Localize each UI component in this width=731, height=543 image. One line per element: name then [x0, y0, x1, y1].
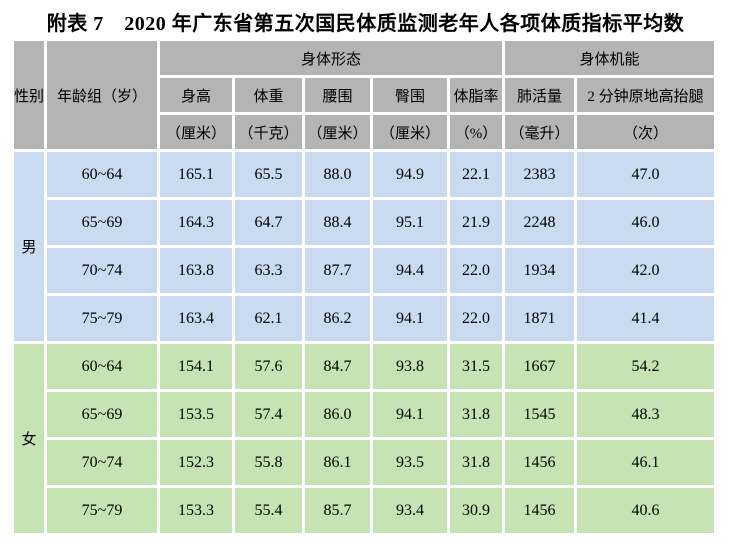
table-body: 男 60~64 165.1 65.5 88.0 94.9 22.1 2383 4… — [14, 152, 715, 533]
value-cell: 1934 — [505, 248, 575, 293]
value-cell: 152.3 — [160, 440, 232, 485]
table-row: 65~69 164.3 64.7 88.4 95.1 21.9 2248 46.… — [14, 200, 715, 245]
value-cell: 2383 — [505, 152, 575, 197]
value-cell: 94.9 — [373, 152, 447, 197]
value-cell: 153.3 — [160, 488, 232, 533]
value-cell: 88.0 — [305, 152, 370, 197]
age-cell: 65~69 — [47, 392, 157, 437]
header-gender: 性别 — [14, 41, 44, 149]
value-cell: 154.1 — [160, 344, 232, 389]
value-cell: 86.0 — [305, 392, 370, 437]
value-cell: 1871 — [505, 296, 575, 341]
age-cell: 65~69 — [47, 200, 157, 245]
value-cell: 40.6 — [577, 488, 715, 533]
unit-knee-raise: （次） — [577, 115, 715, 149]
value-cell: 1456 — [505, 488, 575, 533]
unit-hip: （厘米） — [373, 115, 447, 149]
age-cell: 70~74 — [47, 440, 157, 485]
table-header: 性别 年龄组（岁） 身体形态 身体机能 身高 体重 腰围 臀围 体脂率 肺活量 … — [14, 41, 715, 149]
header-body-shape: 身体形态 — [160, 41, 503, 75]
value-cell: 94.1 — [373, 296, 447, 341]
table-title: 附表 7 2020 年广东省第五次国民体质监测老年人各项体质指标平均数 — [46, 13, 685, 35]
value-cell: 65.5 — [235, 152, 302, 197]
value-cell: 94.4 — [373, 248, 447, 293]
table-row: 75~79 163.4 62.1 86.2 94.1 22.0 1871 41.… — [14, 296, 715, 341]
value-cell: 22.0 — [450, 248, 503, 293]
value-cell: 164.3 — [160, 200, 232, 245]
value-cell: 163.8 — [160, 248, 232, 293]
value-cell: 21.9 — [450, 200, 503, 245]
value-cell: 22.0 — [450, 296, 503, 341]
table-row: 70~74 163.8 63.3 87.7 94.4 22.0 1934 42.… — [14, 248, 715, 293]
value-cell: 1456 — [505, 440, 575, 485]
value-cell: 163.4 — [160, 296, 232, 341]
value-cell: 55.8 — [235, 440, 302, 485]
value-cell: 64.7 — [235, 200, 302, 245]
header-age-group: 年龄组（岁） — [47, 41, 157, 149]
value-cell: 57.6 — [235, 344, 302, 389]
value-cell: 1545 — [505, 392, 575, 437]
header-waist: 腰围 — [305, 78, 370, 112]
value-cell: 30.9 — [450, 488, 503, 533]
value-cell: 93.8 — [373, 344, 447, 389]
unit-height: （厘米） — [160, 115, 232, 149]
value-cell: 88.4 — [305, 200, 370, 245]
value-cell: 165.1 — [160, 152, 232, 197]
header-height: 身高 — [160, 78, 232, 112]
gender-female-cell: 女 — [14, 344, 44, 533]
table-row: 女 60~64 154.1 57.6 84.7 93.8 31.5 1667 5… — [14, 344, 715, 533]
unit-waist: （厘米） — [305, 115, 370, 149]
header-row-units: （厘米） （千克） （厘米） （厘米） （%） （毫升） （次） — [14, 115, 715, 149]
value-cell: 87.7 — [305, 248, 370, 293]
gender-male-cell: 男 — [14, 152, 44, 341]
unit-weight: （千克） — [235, 115, 302, 149]
value-cell: 2248 — [505, 200, 575, 245]
age-cell: 70~74 — [47, 248, 157, 293]
value-cell: 46.1 — [577, 440, 715, 485]
header-knee-raise: 2 分钟原地高抬腿 — [577, 78, 715, 112]
value-cell: 47.0 — [577, 152, 715, 197]
header-weight: 体重 — [235, 78, 302, 112]
value-cell: 54.2 — [577, 344, 715, 389]
value-cell: 86.1 — [305, 440, 370, 485]
fitness-stats-table: 性别 年龄组（岁） 身体形态 身体机能 身高 体重 腰围 臀围 体脂率 肺活量 … — [11, 38, 717, 536]
unit-body-fat: （%） — [450, 115, 503, 149]
table-row: 65~69 153.5 57.4 86.0 94.1 31.8 1545 48.… — [14, 392, 715, 437]
value-cell: 85.7 — [305, 488, 370, 533]
value-cell: 55.4 — [235, 488, 302, 533]
value-cell: 153.5 — [160, 392, 232, 437]
value-cell: 22.1 — [450, 152, 503, 197]
header-body-fat: 体脂率 — [450, 78, 503, 112]
value-cell: 31.8 — [450, 392, 503, 437]
age-cell: 75~79 — [47, 296, 157, 341]
age-cell: 60~64 — [47, 152, 157, 197]
value-cell: 93.5 — [373, 440, 447, 485]
table-row: 75~79 153.3 55.4 85.7 93.4 30.9 1456 40.… — [14, 488, 715, 533]
value-cell: 41.4 — [577, 296, 715, 341]
value-cell: 57.4 — [235, 392, 302, 437]
value-cell: 63.3 — [235, 248, 302, 293]
value-cell: 48.3 — [577, 392, 715, 437]
header-hip: 臀围 — [373, 78, 447, 112]
value-cell: 84.7 — [305, 344, 370, 389]
value-cell: 86.2 — [305, 296, 370, 341]
value-cell: 93.4 — [373, 488, 447, 533]
age-cell: 60~64 — [47, 344, 157, 389]
age-cell: 75~79 — [47, 488, 157, 533]
value-cell: 1667 — [505, 344, 575, 389]
header-row-metrics: 身高 体重 腰围 臀围 体脂率 肺活量 2 分钟原地高抬腿 — [14, 78, 715, 112]
table-row: 男 60~64 165.1 65.5 88.0 94.9 22.1 2383 4… — [14, 152, 715, 341]
value-cell: 31.5 — [450, 344, 503, 389]
value-cell: 62.1 — [235, 296, 302, 341]
header-row-groups: 性别 年龄组（岁） 身体形态 身体机能 — [14, 41, 715, 149]
header-lung-capacity: 肺活量 — [505, 78, 575, 112]
value-cell: 95.1 — [373, 200, 447, 245]
value-cell: 31.8 — [450, 440, 503, 485]
value-cell: 46.0 — [577, 200, 715, 245]
header-body-function: 身体机能 — [505, 41, 715, 75]
value-cell: 42.0 — [577, 248, 715, 293]
unit-lung-capacity: （毫升） — [505, 115, 575, 149]
value-cell: 94.1 — [373, 392, 447, 437]
table-row: 70~74 152.3 55.8 86.1 93.5 31.8 1456 46.… — [14, 440, 715, 485]
